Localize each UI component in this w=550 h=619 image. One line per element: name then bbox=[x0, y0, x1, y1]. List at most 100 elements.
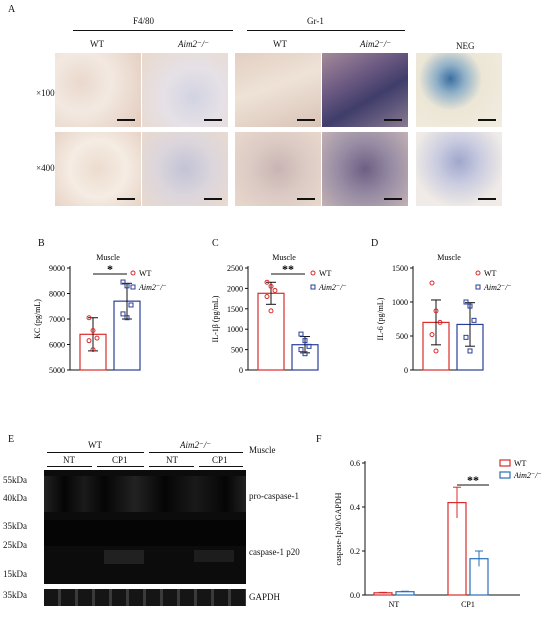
y-tick-label: 1000 bbox=[392, 298, 408, 307]
genotype-line-aim2 bbox=[149, 452, 243, 453]
group-title-f480: F4/80 bbox=[133, 16, 155, 26]
marker-25kda: 25kDa bbox=[3, 540, 27, 550]
data-point bbox=[463, 334, 469, 340]
legend-marker-wt bbox=[475, 270, 481, 276]
y-axis-label: IL-6 (pg/mL) bbox=[376, 297, 385, 340]
data-point bbox=[298, 331, 304, 337]
data-point bbox=[298, 347, 304, 353]
chart-title: Muscle bbox=[96, 253, 120, 262]
genotype-label-wt: WT bbox=[88, 440, 102, 450]
y-tick-label: 7000 bbox=[49, 315, 65, 324]
legend-label: WT bbox=[139, 269, 152, 278]
blot-caspase1 bbox=[44, 470, 246, 584]
significance-mark: ** bbox=[467, 473, 479, 487]
legend-marker-wt bbox=[499, 459, 511, 467]
y-tick-label: 500 bbox=[231, 346, 243, 355]
legend-label: WT bbox=[514, 459, 527, 468]
y-tick-label: 2000 bbox=[227, 284, 243, 293]
treatment-label-nt-aim2: NT bbox=[166, 455, 178, 465]
data-point bbox=[306, 343, 312, 349]
data-point bbox=[302, 351, 308, 357]
data-point bbox=[264, 279, 270, 285]
chart-b: 5000 6000 7000 8000 9000 KC (pg/mL) Muscle* WT A… bbox=[33, 253, 167, 375]
col-label-gr1-wt: WT bbox=[273, 39, 287, 49]
group-title-gr1: Gr-1 bbox=[307, 16, 324, 26]
chart-f: 0.0 0.2 0.4 0.6 caspase-1p20/GAPDH NT CP1 ** WT A… bbox=[334, 459, 542, 609]
panel-c-letter: C bbox=[212, 238, 219, 249]
y-axis-label: KC (pg/mL) bbox=[33, 299, 42, 339]
data-point bbox=[429, 280, 435, 286]
data-point bbox=[86, 338, 92, 344]
treatment-line-2 bbox=[97, 466, 144, 467]
data-point bbox=[433, 348, 439, 354]
y-tick-label: 1500 bbox=[227, 305, 243, 314]
treatment-line-3 bbox=[149, 466, 194, 467]
marker-35kda: 35kDa bbox=[3, 521, 27, 531]
panel-d-letter: D bbox=[371, 238, 379, 249]
data-point bbox=[272, 287, 278, 293]
panel-a-letter: A bbox=[8, 4, 16, 15]
micrograph-gr1-aim2-x400 bbox=[322, 132, 408, 206]
micrograph-f480-wt-x400 bbox=[55, 132, 141, 206]
micrograph-f480-aim2-x100 bbox=[142, 53, 228, 127]
band-label-pro-caspase1: pro-caspase-1 bbox=[249, 491, 299, 501]
legend-label: Aim2⁻/⁻ bbox=[483, 283, 512, 292]
y-tick-label: 0 bbox=[404, 366, 408, 375]
data-point bbox=[86, 315, 92, 321]
legend-marker-aim2 bbox=[130, 284, 136, 290]
legend-label: Aim2⁻/⁻ bbox=[318, 283, 347, 292]
genotype-line-wt bbox=[47, 452, 144, 453]
legend-marker-wt bbox=[310, 270, 316, 276]
significance-mark: ** bbox=[282, 262, 294, 276]
data-point bbox=[264, 294, 270, 300]
blot-gapdh bbox=[44, 589, 246, 606]
chart-d: 0 500 1000 1500 IL-6 (pg/mL) Muscle WT Aim2⁻/⁻ bbox=[376, 253, 512, 375]
y-tick-label: 5000 bbox=[49, 366, 65, 375]
y-tick-label: 1500 bbox=[392, 264, 408, 273]
marker-40kda: 40kDa bbox=[3, 493, 27, 503]
band-label-gapdh: GAPDH bbox=[249, 592, 281, 602]
legend-label: WT bbox=[319, 269, 332, 278]
legend-marker-wt bbox=[130, 270, 136, 276]
col-label-f480-aim2: Aim2⁻/⁻ bbox=[178, 39, 209, 49]
legend-marker-aim2 bbox=[499, 471, 511, 479]
data-point bbox=[433, 308, 439, 314]
marker-15kda: 15kDa bbox=[3, 569, 27, 579]
chart-title: Muscle bbox=[272, 253, 296, 262]
row-label-x100: ×100 bbox=[36, 88, 55, 98]
micrograph-f480-wt-x100 bbox=[55, 53, 141, 127]
panel-f-letter: F bbox=[316, 434, 322, 445]
treatment-label-nt-wt: NT bbox=[63, 455, 75, 465]
group-line-f480 bbox=[73, 30, 233, 31]
significance-mark: * bbox=[107, 262, 113, 276]
y-tick-label: 9000 bbox=[49, 264, 65, 273]
data-point bbox=[90, 347, 96, 353]
group-line-gr1 bbox=[247, 30, 405, 31]
y-tick-label: 0.2 bbox=[350, 547, 360, 556]
treatment-label-cp1-wt: CP1 bbox=[112, 455, 128, 465]
data-point bbox=[120, 311, 126, 317]
y-axis-label: caspase-1p20/GAPDH bbox=[334, 492, 343, 565]
x-tick-label: CP1 bbox=[461, 600, 475, 609]
data-point bbox=[128, 302, 134, 308]
y-tick-label: 1000 bbox=[227, 325, 243, 334]
treatment-line-1 bbox=[47, 466, 92, 467]
data-point bbox=[437, 319, 443, 325]
panel-e-letter: E bbox=[8, 434, 15, 445]
y-tick-label: 0.0 bbox=[350, 591, 360, 600]
chart-title: Muscle bbox=[437, 253, 461, 262]
band-label-caspase1-p20: caspase-1 p20 bbox=[249, 547, 300, 557]
micrograph-gr1-aim2-x100 bbox=[322, 53, 408, 127]
y-tick-label: 0 bbox=[239, 366, 243, 375]
legend-marker-aim2 bbox=[310, 284, 316, 290]
data-point bbox=[124, 315, 130, 321]
row-label-x400: ×400 bbox=[36, 163, 55, 173]
chart-c: 0 500 1000 1500 2000 2500 IL-1β (pg/mL) Muscle*… bbox=[211, 253, 347, 375]
data-point bbox=[94, 335, 100, 341]
y-axis-label: IL-1β (pg/mL) bbox=[211, 295, 220, 342]
data-point bbox=[429, 332, 435, 338]
y-tick-label: 0.6 bbox=[350, 459, 360, 468]
data-point bbox=[120, 279, 126, 285]
data-point bbox=[463, 299, 469, 305]
